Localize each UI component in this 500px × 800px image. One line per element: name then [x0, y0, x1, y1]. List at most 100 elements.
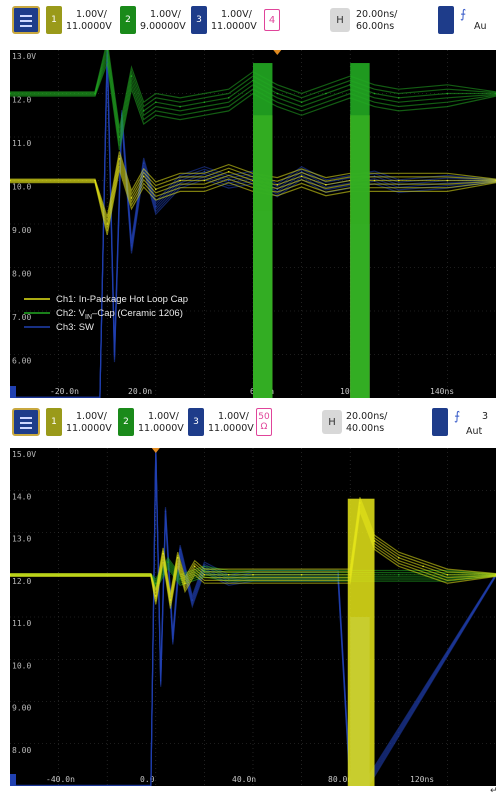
y-tick-label: 13.0V	[12, 52, 36, 61]
series-2-trace	[10, 62, 496, 151]
series-1-point	[398, 179, 400, 182]
switching-burst-1	[347, 498, 375, 786]
x-tick-label: 140ns	[430, 387, 454, 396]
series-1-point	[150, 574, 152, 576]
series-2-point	[325, 92, 327, 95]
series-2-point	[118, 136, 121, 138]
series-1-point	[495, 574, 496, 576]
series-2-point	[373, 92, 376, 95]
legend-label: Ch3: SW	[56, 322, 94, 333]
series-1	[10, 151, 496, 236]
series-2-point	[106, 50, 108, 51]
ch2-chip[interactable]: 2	[120, 6, 136, 34]
series-1-point	[300, 175, 303, 177]
ch1-chip[interactable]: 1	[46, 6, 62, 34]
series-1-point	[227, 574, 230, 576]
trigger-source: 3	[482, 411, 489, 422]
horizontal-button[interactable]: H	[330, 8, 350, 32]
series-1-point	[203, 574, 206, 576]
series-2-point	[495, 92, 496, 95]
horizontal-button[interactable]: H	[322, 410, 342, 434]
series-2-point	[142, 110, 145, 112]
series-2-point	[155, 582, 157, 584]
series-2	[10, 50, 496, 151]
scope-screen-bottom: 15.0V 14.0 13.0 12.0 11.0 10.0 9.00 8.00 -40.0n 0…	[10, 448, 496, 786]
x-tick-label: 80.0n	[328, 775, 352, 784]
y-tick-label: 10.0	[12, 661, 31, 670]
trigger-button[interactable]	[438, 6, 454, 34]
series-1-point	[142, 175, 145, 177]
menu-button-bottom[interactable]	[12, 408, 40, 436]
ch1-chip[interactable]: 1	[46, 408, 62, 436]
series-2-trace	[10, 563, 496, 587]
ch2-chip[interactable]: 2	[118, 408, 134, 436]
ch3-chip[interactable]: 3	[188, 408, 204, 436]
ch1-scale: 1.00V/11.0000V	[66, 411, 112, 434]
series-3-point	[99, 397, 101, 398]
trigger-button[interactable]	[432, 408, 448, 436]
ground-marker	[10, 386, 16, 398]
legend-ch2-subscript: IN	[85, 314, 92, 321]
scope-screen-top: 13.0V 12.0 11.0 10.0 9.00 8.00 7.00 6.00 -20.0n 2…	[10, 50, 496, 398]
series-2-trace	[10, 50, 496, 129]
series-2-point	[300, 101, 303, 103]
ch4-box[interactable]: 4	[264, 9, 280, 31]
y-tick-label: 9.00	[12, 226, 31, 235]
y-tick-label: 12.0	[12, 96, 31, 105]
x-tick-label: 20.0n	[128, 387, 152, 396]
y-tick-label: 14.0	[12, 492, 31, 501]
ch1-scale: 1.00V/11.0000V	[66, 9, 112, 32]
y-tick-label: 11.0	[12, 619, 31, 628]
legend-ch2-suffix: –Cap (Ceramic 1206)	[92, 308, 183, 319]
series-2-point	[276, 92, 279, 95]
series-1-point	[325, 184, 327, 186]
legend-label: Ch1: In-Package Hot Loop Cap	[56, 294, 188, 305]
series-2-trace	[10, 556, 496, 580]
series-3-trace	[150, 452, 496, 786]
series-1-point	[118, 158, 121, 160]
series-1-point	[446, 179, 449, 182]
y-tick-label: 8.00	[12, 746, 31, 755]
series-1-point	[184, 582, 186, 584]
ohm-icon: Ω	[260, 422, 268, 432]
series-1-point	[155, 188, 157, 190]
time-settings: 20.00ns/60.00ns	[356, 9, 398, 32]
series-2-point	[179, 578, 181, 580]
series-3-point	[159, 679, 162, 682]
series-2-point	[446, 92, 449, 95]
y-tick-label: 12.0	[12, 577, 31, 586]
series-3-point	[227, 179, 230, 182]
series-1-trace	[10, 497, 496, 595]
series-2-point	[94, 92, 96, 95]
series-1-point	[176, 557, 179, 559]
series-1-point	[203, 179, 206, 182]
waveform-plot-top: 13.0V 12.0 11.0 10.0 9.00 8.00 7.00 6.00 -20.0n 2…	[10, 50, 496, 398]
scope-panel-top: 1 1.00V/11.0000V 2 1.00V/9.00000V 3 1.00…	[10, 6, 496, 398]
series-1-point	[94, 179, 96, 182]
ch3-chip[interactable]: 3	[191, 6, 207, 34]
series-1-point	[398, 557, 400, 559]
series-1-point	[446, 574, 449, 576]
series-1-point	[300, 574, 303, 576]
series-1-trace	[10, 502, 496, 601]
series-1-point	[10, 574, 11, 576]
impedance-box[interactable]: 50 Ω	[256, 408, 272, 436]
ch3-scale: 1.00V/11.0000V	[208, 411, 254, 434]
series-2-point	[203, 101, 206, 103]
series-1-point	[422, 565, 424, 568]
x-tick-label: 0.0	[140, 775, 155, 784]
y-tick-label: 9.00	[12, 704, 31, 713]
series-1-point	[169, 599, 172, 601]
x-tick-label: 40.0n	[232, 775, 256, 784]
toolbar-bottom: 1 1.00V/11.0000V 2 1.00V/11.0000V 3 1.00…	[0, 402, 500, 442]
series-2-point	[10, 92, 11, 95]
series-2-trace	[10, 558, 496, 583]
ground-marker	[10, 774, 16, 786]
series-1-point	[10, 179, 11, 182]
legend-label: Ch2: VIN–Cap (Ceramic 1206)	[56, 308, 183, 321]
menu-button-top[interactable]	[12, 6, 40, 34]
y-tick-label: 10.0	[12, 183, 31, 192]
trigger-mode: Aut	[466, 426, 483, 437]
y-tick-label: 15.0V	[12, 450, 36, 459]
series-3-point	[164, 510, 167, 513]
